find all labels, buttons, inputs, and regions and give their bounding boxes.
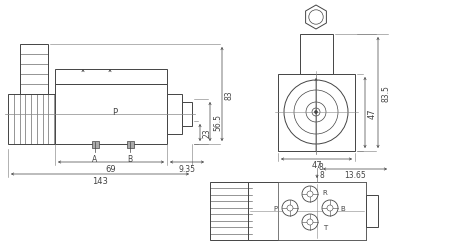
Circle shape [287, 205, 293, 211]
Bar [300, 35, 333, 75]
Text: R: R [323, 189, 328, 195]
Circle shape [327, 205, 333, 211]
Text: P: P [112, 107, 117, 116]
Text: 8: 8 [319, 162, 324, 171]
Text: 13.65: 13.65 [344, 171, 366, 180]
Circle shape [294, 91, 338, 135]
Text: 47: 47 [368, 108, 377, 118]
Bar [8, 94, 60, 144]
Bar [55, 85, 167, 144]
Circle shape [307, 219, 313, 225]
Bar [278, 182, 366, 240]
Polygon shape [306, 6, 326, 30]
Text: A: A [92, 155, 98, 164]
Circle shape [282, 200, 298, 216]
Bar [92, 141, 99, 148]
Circle shape [309, 11, 323, 25]
Bar [248, 182, 366, 240]
Circle shape [315, 111, 318, 114]
Bar [278, 75, 355, 151]
Text: B: B [341, 205, 346, 211]
Text: 143: 143 [92, 176, 108, 185]
Bar [127, 141, 134, 148]
Circle shape [302, 186, 318, 202]
Bar [182, 103, 192, 127]
Text: 56.5: 56.5 [213, 114, 222, 131]
Text: 8: 8 [320, 170, 324, 179]
Text: 83: 83 [225, 90, 234, 100]
Text: P: P [273, 205, 277, 211]
Bar [20, 45, 48, 94]
Circle shape [307, 191, 313, 197]
Circle shape [306, 103, 326, 122]
Text: T: T [323, 224, 327, 230]
Circle shape [312, 109, 320, 116]
Text: 83.5: 83.5 [382, 85, 391, 102]
Text: 47: 47 [311, 161, 322, 170]
Text: B: B [127, 155, 133, 164]
Circle shape [284, 81, 348, 144]
Text: 69: 69 [106, 164, 116, 173]
Text: 9.35: 9.35 [179, 164, 195, 173]
Circle shape [302, 214, 318, 230]
Bar [366, 195, 378, 227]
Bar [210, 182, 252, 240]
Circle shape [322, 200, 338, 216]
Bar [55, 70, 167, 85]
Bar [167, 94, 182, 135]
Text: 23: 23 [202, 128, 211, 138]
